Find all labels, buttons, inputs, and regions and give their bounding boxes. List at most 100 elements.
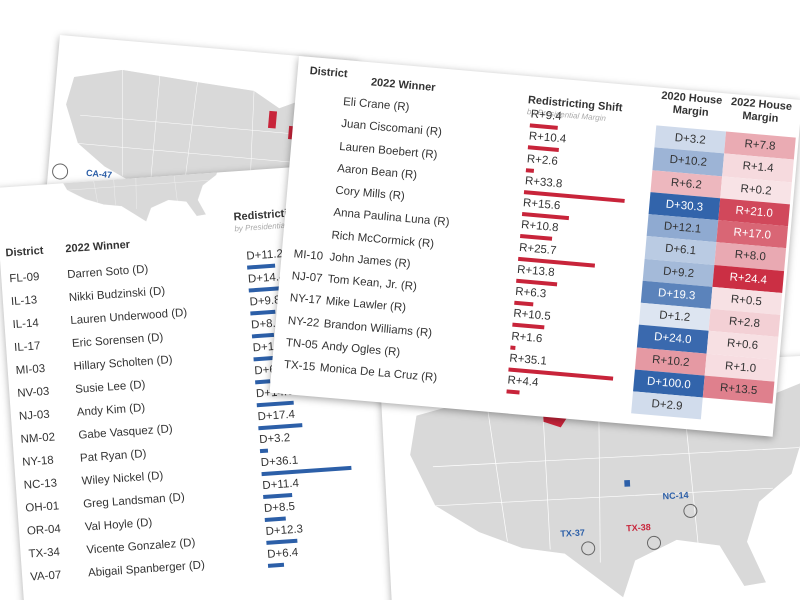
- winner: Wiley Nickel (D): [81, 469, 164, 488]
- district: MI-03: [15, 362, 46, 377]
- winner: Lauren Boebert (R): [338, 140, 438, 161]
- shift: R+33.8: [524, 174, 563, 191]
- map-label: TX-38: [625, 522, 651, 534]
- winner: Susie Lee (D): [74, 379, 146, 396]
- district: NV-03: [17, 385, 50, 400]
- shift: R+4.4: [506, 374, 539, 390]
- shift-bar: [251, 332, 275, 339]
- shift: R+1.6: [510, 330, 543, 345]
- shift-bar: [255, 379, 271, 385]
- district: MI-10: [293, 248, 324, 263]
- winner: Andy Kim (D): [76, 402, 146, 419]
- shift: R+13.8: [516, 263, 556, 279]
- shift-bar: [516, 278, 558, 287]
- shift: R+35.1: [508, 352, 548, 368]
- shift: R+9.4: [530, 108, 563, 124]
- column-header: 2022 Winner: [370, 76, 436, 94]
- district: IL-13: [10, 294, 38, 309]
- district: TX-34: [28, 546, 61, 561]
- back-card: District 2022 Winner Redistricting Shift by…: [269, 56, 800, 437]
- shift: D+11.2: [245, 248, 284, 263]
- shift: R+25.7: [518, 241, 557, 257]
- winner: Hillary Scholten (D): [73, 354, 173, 373]
- shift: D+8.5: [263, 500, 296, 515]
- district: NJ-03: [18, 408, 51, 423]
- winner: Abigail Spanberger (D): [87, 559, 206, 580]
- shift: R+10.5: [512, 307, 552, 324]
- district: TX-15: [283, 358, 316, 374]
- shift-bar: [510, 345, 516, 350]
- district: NJ-07: [291, 270, 323, 285]
- map-label: TX-37: [560, 527, 586, 539]
- shift: R+10.8: [520, 219, 559, 235]
- shift-bar: [519, 234, 553, 242]
- column-header: District: [309, 65, 349, 81]
- shift-bar: [525, 167, 534, 173]
- winner: Lauren Underwood (D): [70, 306, 188, 328]
- winner: Anna Paulina Luna (R): [332, 206, 450, 229]
- margin-cell: R+13.5: [702, 375, 775, 404]
- district: FL-09: [8, 271, 40, 286]
- winner: Val Hoyle (D): [84, 516, 153, 534]
- winner: Mike Lawler (R): [325, 295, 407, 315]
- winner: Eli Crane (R): [342, 96, 410, 114]
- shift: D+11.4: [262, 477, 300, 493]
- winner: Eric Sorensen (D): [71, 331, 164, 350]
- district: TN-05: [285, 336, 319, 352]
- column-header: District: [5, 244, 44, 260]
- winner: Nikki Budzinski (D): [68, 285, 166, 305]
- margin-cell: D+2.9: [631, 391, 703, 420]
- map-label: NC-14: [662, 490, 689, 502]
- shift-bar: [247, 263, 276, 270]
- winner: Aaron Bean (R): [336, 162, 418, 182]
- winner: Darren Soto (D): [66, 263, 149, 282]
- column-header: 2022 House Margin: [730, 95, 793, 125]
- shift: D+12.3: [265, 523, 304, 538]
- district: NM-02: [20, 431, 56, 446]
- winner: Tom Kean, Jr. (R): [327, 273, 418, 294]
- column-header: 2020 House Margin: [660, 89, 723, 119]
- shift: D+6.4: [266, 546, 299, 561]
- shift-bar: [514, 300, 534, 307]
- winner: Brandon Williams (R): [323, 317, 433, 340]
- shift: D+3.2: [258, 432, 291, 447]
- shift-bar: [256, 400, 294, 408]
- shift-bar: [521, 212, 569, 221]
- district: OH-01: [25, 500, 60, 515]
- shift-bar: [529, 123, 559, 130]
- shift-bar: [506, 389, 520, 395]
- winner: Greg Landsman (D): [82, 491, 186, 511]
- shift-bar: [267, 562, 285, 568]
- shift-bar: [512, 322, 544, 330]
- shift: R+10.4: [528, 130, 567, 146]
- map-label: CA-47: [85, 167, 113, 181]
- shift: R+6.3: [514, 285, 547, 301]
- winner: Andy Ogles (R): [321, 339, 401, 359]
- winner: Juan Ciscomani (R): [340, 118, 443, 139]
- shift-bar: [258, 423, 302, 431]
- district: NC-13: [23, 477, 58, 492]
- winner: Gabe Vasquez (D): [78, 423, 174, 442]
- winner: Rich McCormick (R): [330, 229, 435, 250]
- shift: D+36.1: [260, 454, 299, 470]
- winner: John James (R): [329, 251, 411, 271]
- shift-bar: [264, 516, 287, 522]
- district: VA-07: [29, 569, 62, 584]
- district: NY-22: [287, 314, 320, 330]
- shift: D+17.4: [257, 408, 296, 424]
- winner: Monica De La Cruz (R): [319, 362, 438, 385]
- shift-bar: [263, 493, 292, 500]
- district: OR-04: [26, 523, 62, 538]
- district: IL-14: [12, 317, 40, 332]
- winner: Vicente Gonzalez (D): [86, 536, 196, 557]
- winner: Cory Mills (R): [334, 184, 406, 203]
- district: IL-17: [13, 340, 41, 355]
- district: NY-18: [21, 454, 55, 469]
- district: NY-17: [289, 292, 322, 308]
- shift: R+2.6: [526, 152, 559, 168]
- shift-bar: [250, 309, 275, 316]
- column-header: 2022 Winner: [65, 238, 131, 256]
- shift-bar: [527, 145, 560, 153]
- winner: Pat Ryan (D): [79, 448, 147, 465]
